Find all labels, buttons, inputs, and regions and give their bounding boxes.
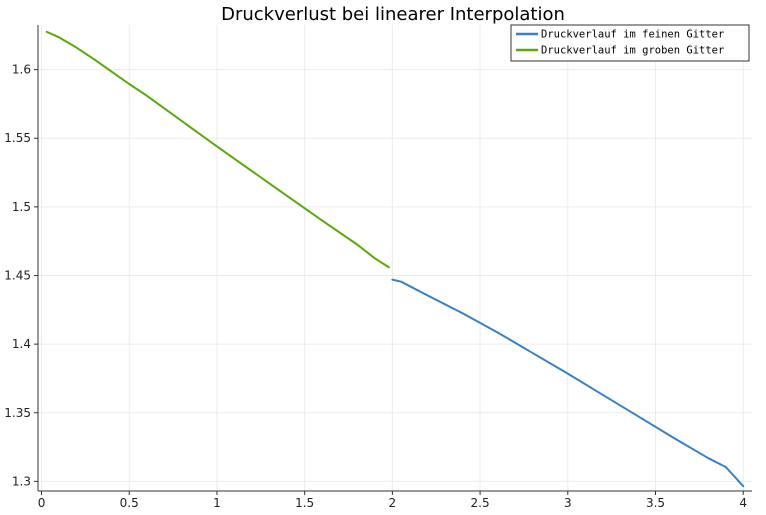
x-tick-label: 0.5 (120, 496, 139, 510)
legend-label-feines-gitter: Druckverlauf im feinen Gitter (541, 29, 724, 41)
series-line-feines-gitter (391, 278, 745, 488)
legend-box (510, 24, 750, 62)
x-tick-label: 3 (564, 496, 572, 510)
x-tick-label: 0 (38, 496, 46, 510)
x-tick-label: 4 (739, 496, 747, 510)
x-tick-label: 3.5 (646, 496, 665, 510)
series-line-grobes-gitter (45, 30, 390, 269)
x-tick-label: 2.5 (471, 496, 490, 510)
series-lines (45, 30, 745, 488)
grid (38, 25, 752, 491)
chart-title: Druckverlust bei linearer Interpolation (221, 4, 565, 25)
x-tick-label: 1 (213, 496, 221, 510)
y-tick-label: 1.5 (12, 200, 31, 214)
x-tick-label: 2 (389, 496, 397, 510)
y-tick-label: 1.4 (12, 337, 31, 351)
legend: Druckverlauf im feinen Gitter Druckverla… (510, 24, 750, 62)
y-tick-label: 1.45 (4, 269, 31, 283)
legend-label-grobes-gitter: Druckverlauf im groben Gitter (541, 45, 724, 57)
y-tick-label: 1.35 (4, 406, 31, 420)
x-tick-label: 1.5 (295, 496, 314, 510)
y-tick-label: 1.6 (12, 63, 31, 77)
y-tick-label: 1.55 (4, 131, 31, 145)
y-tick-label: 1.3 (12, 474, 31, 488)
axes: 0 0.5 1 1.5 2 2.5 3 3.5 4 1.3 1.35 1.4 1.45 1.5 1.55 1.… (4, 25, 752, 510)
